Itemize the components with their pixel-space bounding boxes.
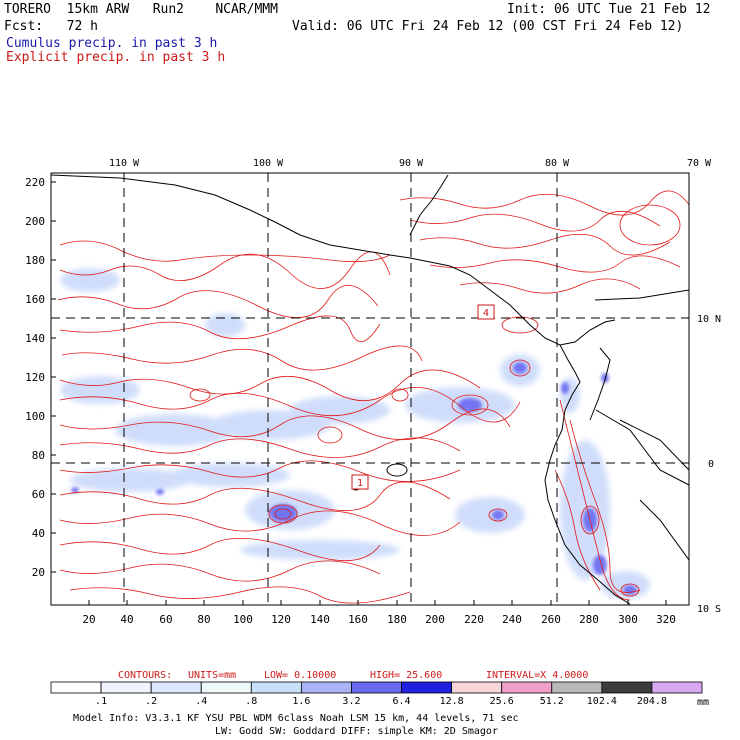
x-tick-60: 60 [159, 613, 172, 626]
valid-time: Valid: 06 UTC Fri 24 Feb 12 (00 CST Fri … [292, 19, 684, 34]
y-tick-220: 220 [25, 176, 45, 189]
x-tick-140: 140 [310, 613, 330, 626]
forecast-hour: Fcst: 72 h [4, 19, 98, 34]
legend-explicit: Explicit precip. in past 3 h [6, 50, 226, 65]
lon-label-80w: 80 W [545, 158, 570, 169]
colorbar-label: .4 [195, 696, 207, 707]
y-tick-160: 160 [25, 293, 45, 306]
colorbar-label: 12.8 [440, 696, 464, 707]
y-tick-120: 120 [25, 371, 45, 384]
x-tick-280: 280 [579, 613, 599, 626]
colorbar [50, 681, 703, 694]
y-tick-140: 140 [25, 332, 45, 345]
colorbar-labels: .1 .2 .4 .8 1.6 3.2 6.4 12.8 25.6 51.2 102.4 204.8 [95, 696, 667, 707]
model-info-line1: Model Info: V3.3.1 KF YSU PBL WDM 6class… [73, 713, 519, 724]
x-tick-80: 80 [197, 613, 210, 626]
x-tick-200: 200 [425, 613, 445, 626]
init-time: Init: 06 UTC Tue 21 Feb 12 [507, 2, 711, 17]
y-tick-40: 40 [32, 527, 45, 540]
x-tick-260: 260 [541, 613, 561, 626]
colorbar-label: 1.6 [292, 696, 310, 707]
colorbar-label: 25.6 [490, 696, 514, 707]
lat-label-10s: 10 S [697, 604, 721, 615]
model-info-line2: LW: Godd SW: Goddard DIFF: simple KM: 2D… [215, 726, 498, 737]
x-tick-320: 320 [656, 613, 676, 626]
colorbar-swatch [501, 681, 553, 694]
y-tick-20: 20 [32, 566, 45, 579]
y-tick-100: 100 [25, 410, 45, 423]
colorbar-swatch [401, 681, 453, 694]
contour-box-4 [477, 304, 495, 320]
x-tick-220: 220 [464, 613, 484, 626]
colorbar-swatch [451, 681, 503, 694]
colorbar-label: 6.4 [393, 696, 411, 707]
axis-ticks [51, 181, 667, 605]
plot-frame [50, 172, 690, 606]
contour-box-label-4: 4 [483, 308, 489, 319]
x-tick-180: 180 [387, 613, 407, 626]
colorbar-unit: mm [697, 697, 709, 708]
colorbar-swatch [351, 681, 402, 694]
lat-label-10n: 10 N [697, 314, 721, 325]
x-tick-160: 160 [348, 613, 368, 626]
y-tick-60: 60 [32, 488, 45, 501]
colorbar-swatch [50, 681, 102, 694]
colorbar-label: 102.4 [587, 696, 617, 707]
colorbar-swatch [551, 681, 603, 694]
lat-label-0: 0 [708, 459, 714, 470]
contours-low: LOW= 0.10000 [264, 670, 336, 681]
contours-label: CONTOURS: [118, 670, 172, 681]
colorbar-swatch [150, 681, 202, 694]
y-tick-80: 80 [32, 449, 45, 462]
lat-lon-grid [51, 173, 689, 605]
colorbar-swatch [651, 681, 703, 694]
coastlines [51, 174, 689, 605]
x-tick-120: 120 [271, 613, 291, 626]
contours-high: HIGH= 25.600 [370, 670, 442, 681]
x-tick-300: 300 [618, 613, 638, 626]
lon-label-90w: 90 W [399, 158, 424, 169]
colorbar-label: 3.2 [342, 696, 360, 707]
colorbar-swatch [250, 681, 302, 694]
cumulus-precip-core [71, 362, 637, 595]
x-tick-100: 100 [233, 613, 253, 626]
x-tick-240: 240 [502, 613, 522, 626]
colorbar-label: .8 [245, 696, 257, 707]
y-tick-200: 200 [25, 215, 45, 228]
contours-units: UNITS=mm [188, 670, 236, 681]
colorbar-label: .2 [145, 696, 157, 707]
y-tick-180: 180 [25, 254, 45, 267]
colorbar-swatch [200, 681, 252, 694]
x-tick-20: 20 [82, 613, 95, 626]
colorbar-label: 204.8 [637, 696, 667, 707]
explicit-precip-contours [57, 190, 689, 604]
colorbar-label: .1 [95, 696, 107, 707]
colorbar-swatch [300, 681, 352, 694]
lon-label-70w: 70 W [687, 158, 712, 169]
colorbar-label: 51.2 [540, 696, 564, 707]
colorbar-swatch [601, 681, 653, 694]
colorbar-swatch [100, 681, 152, 694]
x-tick-40: 40 [120, 613, 133, 626]
contour-box-1 [351, 474, 369, 490]
contour-box-label-1: 1 [357, 478, 363, 489]
legend-cumulus: Cumulus precip. in past 3 h [6, 36, 218, 51]
model-title: TORERO 15km ARW Run2 NCAR/MMM [4, 2, 278, 17]
contours-interval: INTERVAL=X 4.0000 [486, 670, 588, 681]
lon-label-110w: 110 W [109, 158, 140, 169]
lon-label-100w: 100 W [253, 158, 284, 169]
